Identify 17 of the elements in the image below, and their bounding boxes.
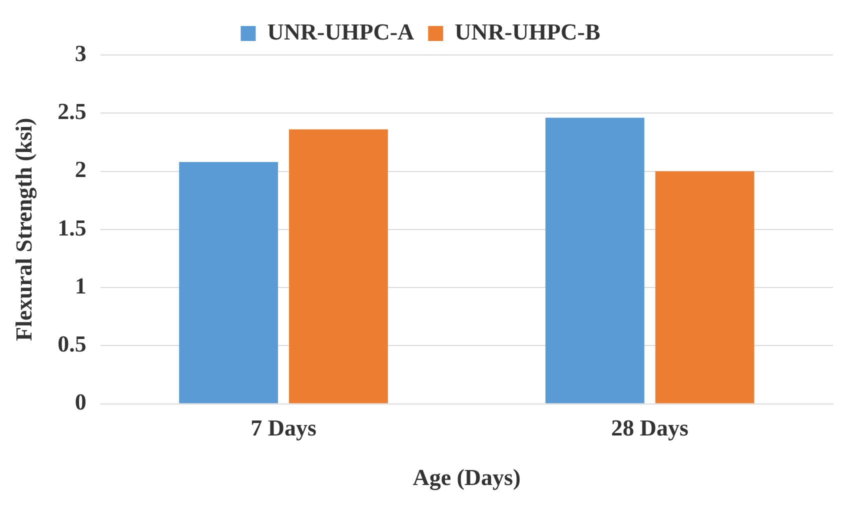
bar (289, 129, 388, 404)
y-axis-title: Flexural Strength (ksi) (12, 118, 38, 341)
y-tick-label: 0 (74, 390, 86, 415)
y-tick-label: 3 (74, 40, 86, 66)
bar (655, 171, 754, 404)
legend-label: UNR-UHPC-A (267, 19, 415, 44)
bar (545, 118, 644, 404)
y-tick-label: 2.5 (58, 99, 86, 124)
y-tick-label: 2 (74, 157, 86, 182)
y-tick-label: 0.5 (58, 332, 86, 357)
legend-label: UNR-UHPC-B (454, 19, 600, 44)
y-tick-label: 1.5 (58, 215, 86, 240)
x-tick-label: 7 Days (250, 416, 316, 441)
x-tick-label: 28 Days (611, 416, 689, 441)
bar (179, 162, 278, 404)
y-tick-label: 1 (74, 273, 86, 298)
x-axis-title: Age (Days) (412, 465, 521, 492)
